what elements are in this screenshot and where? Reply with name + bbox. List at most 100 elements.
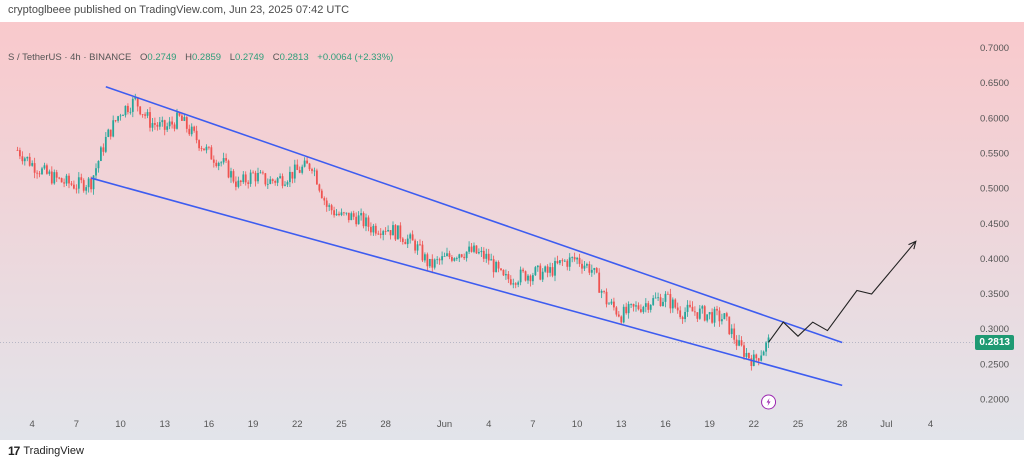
lightning-icon-bolt [766, 398, 771, 406]
candle-body [198, 140, 200, 149]
candle-body [517, 282, 520, 285]
candle-body [117, 116, 119, 121]
candle-body [608, 303, 610, 305]
candle-body [286, 182, 289, 185]
candle-body [539, 265, 542, 280]
candle-body [227, 160, 230, 178]
candle-body [352, 213, 355, 217]
candle-body [554, 261, 556, 276]
candle-body [465, 251, 468, 259]
projection-arrowhead [908, 240, 917, 250]
candle-body [419, 244, 421, 246]
candle-body [681, 317, 684, 320]
x-tick-label: 25 [793, 419, 804, 430]
x-tick-label: 4 [30, 419, 35, 430]
candle-body [232, 171, 235, 182]
candle-body [603, 290, 605, 292]
y-tick-label: 0.6000 [980, 113, 1009, 124]
candle-body [90, 178, 92, 190]
candle-body [490, 259, 493, 261]
candle-body [527, 275, 529, 281]
candle-body [166, 126, 169, 130]
candle-body [161, 120, 164, 123]
candle-body [424, 254, 426, 261]
tradingview-logo[interactable]: 17 TradingView [8, 444, 84, 458]
candle-body [266, 183, 269, 185]
candle-body [630, 303, 632, 305]
candle-body [605, 291, 608, 305]
candle-body [657, 297, 659, 299]
candle-body [124, 105, 127, 116]
x-tick-label: 13 [616, 419, 627, 430]
candle-body [279, 176, 281, 179]
candle-body [546, 266, 549, 273]
candle-body [443, 256, 446, 257]
candle-body [320, 190, 323, 199]
candle-body [473, 245, 475, 252]
candle-body [730, 328, 733, 335]
candle-body [725, 313, 728, 317]
candle-body [107, 129, 110, 137]
candle-body [728, 316, 731, 335]
candle-body [762, 351, 765, 356]
candle-body [625, 306, 628, 314]
candle-body [509, 279, 512, 285]
candle-body [21, 156, 24, 162]
candle-body [745, 353, 748, 357]
candle-body [244, 174, 247, 183]
candle-body [487, 253, 490, 261]
candle-body [220, 162, 223, 164]
candle-body [347, 212, 350, 221]
candle-body [158, 122, 161, 127]
candle-body [401, 238, 404, 242]
candle-body [306, 160, 308, 164]
candle-body [333, 210, 335, 216]
candle-body [377, 233, 380, 235]
candle-body [566, 260, 569, 267]
open-value: 0.2749 [147, 52, 177, 63]
candle-body [610, 301, 613, 304]
candle-body [671, 299, 674, 309]
candle-body [431, 258, 434, 268]
candle-body [151, 123, 154, 128]
candle-body [573, 257, 576, 260]
chart-area[interactable]: 0.7000 0.6500 0.6000 0.5500 0.5000 0.4500 0.40… [0, 22, 1024, 440]
candle-body [33, 163, 36, 173]
candle-body [743, 345, 745, 357]
candle-body [760, 355, 763, 361]
candle-body [185, 117, 188, 129]
candle-body [571, 257, 574, 258]
candle-body [50, 171, 53, 184]
candle-body [208, 146, 210, 148]
candle-body [411, 234, 414, 241]
candle-body [475, 245, 478, 254]
candle-body [551, 267, 554, 276]
candle-body [181, 115, 183, 121]
candle-body [252, 172, 254, 174]
candle-body [269, 179, 272, 184]
candle-body [367, 217, 370, 227]
candle-body [649, 304, 652, 310]
price-chart[interactable]: 0.7000 0.6500 0.6000 0.5500 0.5000 0.4500 0.40… [0, 22, 1024, 440]
candle-body [455, 258, 458, 259]
candle-body [65, 175, 68, 184]
candle-body [281, 176, 284, 186]
candle-body [576, 257, 578, 260]
x-tick-label: 7 [74, 419, 79, 430]
candle-body [36, 172, 38, 174]
candle-body [613, 301, 615, 308]
candle-body [284, 184, 286, 186]
candle-body [694, 311, 696, 313]
candle-body [740, 340, 743, 346]
symbol-label: S / TetherUS · 4h · BINANCE [8, 52, 132, 63]
candle-body [139, 106, 142, 115]
candle-body [379, 233, 382, 235]
candle-body [522, 269, 524, 272]
candle-body [723, 313, 726, 320]
candle-body [642, 306, 645, 312]
candle-body [303, 160, 306, 167]
candle-body [399, 225, 402, 239]
candle-body [696, 312, 699, 319]
candle-body [706, 314, 709, 321]
candle-body [536, 265, 539, 268]
